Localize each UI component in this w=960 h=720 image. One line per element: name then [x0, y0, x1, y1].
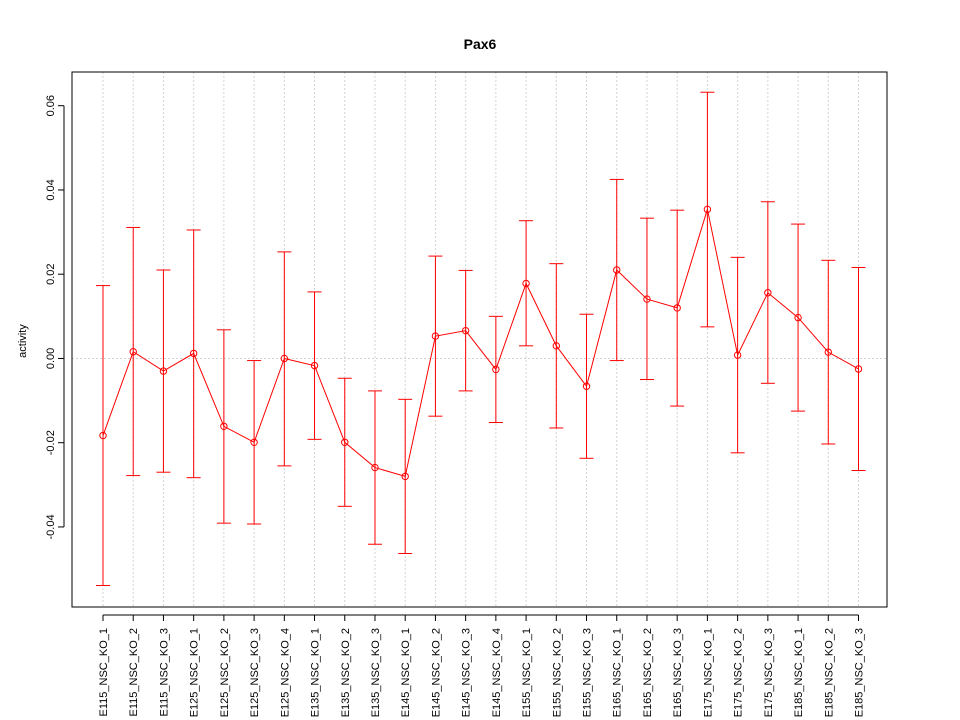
- axes: -0.04 -0.02 0.00 0.02 0.04 0.06 E115_NSC_KO_1 E…: [45, 95, 866, 717]
- x-tick-label: E145_NSC_KO_3: [461, 628, 473, 717]
- series-line: [102, 209, 859, 478]
- data-point: [189, 349, 198, 358]
- data-point: [401, 472, 409, 481]
- x-tick-label: E125_NSC_KO_2: [219, 628, 231, 717]
- series-polyline: [102, 209, 859, 478]
- x-tick-label: E145_NSC_KO_4: [491, 628, 503, 717]
- data-point: [431, 332, 440, 340]
- y-tick-label: -0.04: [45, 514, 57, 539]
- x-tick-label: E155_NSC_KO_2: [551, 628, 563, 717]
- error-bars: [96, 91, 866, 587]
- data-point: [673, 304, 681, 312]
- data-point: [129, 348, 137, 356]
- data-point: [703, 205, 712, 214]
- x-tick-label: E185_NSC_KO_3: [854, 628, 866, 717]
- x-tick-label: E175_NSC_KO_2: [733, 628, 745, 717]
- data-point: [461, 326, 470, 335]
- x-tick-label: E125_NSC_KO_3: [249, 628, 261, 717]
- data-point: [824, 348, 832, 356]
- data-point: [613, 266, 621, 274]
- x-tick-label: E145_NSC_KO_1: [400, 628, 412, 717]
- data-point: [854, 365, 863, 373]
- data-point: [220, 422, 228, 430]
- data-point: [99, 431, 107, 440]
- data-point: [492, 365, 500, 374]
- x-tick-label: E185_NSC_KO_2: [823, 628, 835, 717]
- x-tick-label: E185_NSC_KO_1: [793, 628, 805, 717]
- y-tick-label: 0.06: [45, 95, 57, 116]
- x-tick-label: E115_NSC_KO_3: [158, 628, 170, 716]
- data-point: [341, 438, 349, 446]
- data-point: [310, 361, 319, 370]
- y-tick-label: -0.02: [45, 430, 57, 455]
- x-tick-label: E155_NSC_KO_3: [582, 628, 594, 717]
- data-point: [552, 342, 560, 350]
- x-tick-label: E175_NSC_KO_1: [702, 628, 714, 717]
- data-point: [794, 313, 802, 322]
- data-point: [522, 279, 530, 288]
- x-tick-label: E135_NSC_KO_3: [370, 628, 382, 717]
- y-axis-label: activity: [17, 324, 29, 358]
- data-point: [280, 354, 289, 363]
- x-tick-label: E115_NSC_KO_2: [128, 628, 140, 716]
- data-point: [764, 289, 772, 297]
- x-tick-label: E135_NSC_KO_1: [310, 628, 322, 717]
- x-tick-label: E125_NSC_KO_1: [189, 628, 201, 717]
- plot-frame: [71, 71, 888, 608]
- data-point: [643, 295, 651, 303]
- x-tick-label: E165_NSC_KO_1: [612, 628, 624, 717]
- y-tick-label: 0.00: [45, 348, 57, 369]
- x-tick-label: E125_NSC_KO_4: [279, 628, 291, 717]
- x-tick-label: E145_NSC_KO_2: [430, 628, 442, 717]
- y-tick-label: 0.04: [45, 179, 57, 200]
- x-tick-label: E155_NSC_KO_1: [521, 628, 533, 717]
- data-point: [371, 463, 379, 472]
- data-points: [99, 205, 863, 481]
- data-point: [733, 351, 742, 359]
- x-tick-label: E165_NSC_KO_3: [672, 628, 684, 717]
- x-tick-label: E115_NSC_KO_1: [98, 628, 110, 716]
- y-tick-label: 0.02: [45, 263, 57, 284]
- data-point: [159, 367, 168, 375]
- x-tick-label: E135_NSC_KO_2: [340, 628, 352, 717]
- data-point: [250, 438, 258, 446]
- x-tick-label: E175_NSC_KO_3: [763, 628, 775, 717]
- data-point: [582, 382, 591, 390]
- grid: [72, 72, 887, 607]
- chart-title: Pax6: [464, 36, 497, 52]
- x-tick-label: E165_NSC_KO_2: [642, 628, 654, 717]
